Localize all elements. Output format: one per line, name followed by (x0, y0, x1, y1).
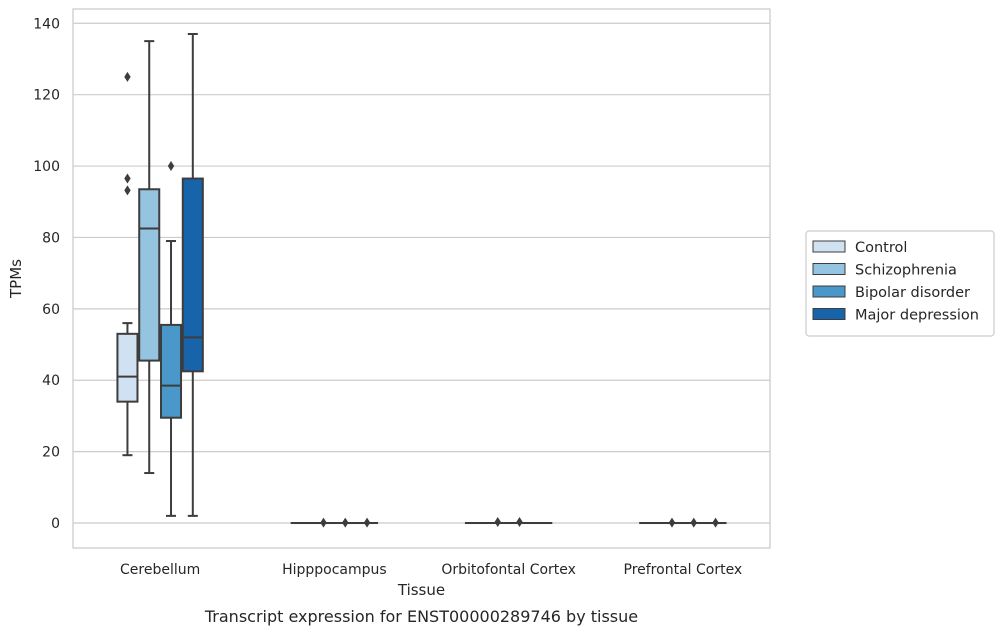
box-bipolar-disorder (159, 161, 183, 517)
box-iqr (159, 323, 183, 419)
x-tick-label: Prefrontal Cortex (624, 562, 743, 578)
x-tick-labels: Cerebellum Hipppocampus Orbitofontal Corte… (120, 562, 742, 578)
legend-swatch (812, 308, 846, 320)
box-plot-marks (116, 32, 727, 528)
box-bipolar-disorder (508, 516, 531, 527)
legend-label: Major depression (855, 308, 979, 324)
legend-label: Control (855, 240, 907, 256)
outlier-point (516, 516, 523, 527)
x-tick-label: Cerebellum (120, 562, 200, 578)
box-bipolar-disorder (334, 517, 357, 528)
outlier-point (668, 517, 676, 528)
legend-frame (805, 230, 995, 337)
y-tick-labels: 0 20 40 60 80 100 120 140 (33, 16, 60, 532)
y-tick-label: 20 (42, 445, 60, 461)
outlier-point (124, 185, 131, 196)
box-schizophrenia (312, 517, 335, 528)
outlier-point (363, 517, 371, 528)
box-schizophrenia (138, 40, 161, 475)
box-iqr (116, 332, 139, 403)
outlier-point (167, 161, 175, 172)
box-major-depression (704, 517, 727, 528)
box-control (116, 71, 139, 457)
legend-swatch (812, 285, 846, 298)
outlier-point (124, 173, 131, 184)
y-tick-label: 60 (42, 302, 60, 318)
plot-frame (72, 8, 771, 549)
y-tick-label: 140 (33, 16, 60, 32)
box-iqr (181, 177, 204, 373)
box-schizophrenia (486, 516, 509, 527)
box-iqr (138, 188, 161, 362)
legend-label: Schizophrenia (855, 263, 957, 279)
legend: Control Schizophrenia Bipolar disorder Majo… (805, 230, 995, 337)
outlier-point (712, 517, 719, 528)
gridlines (73, 22, 770, 524)
box-bipolar-disorder (682, 517, 705, 528)
outlier-point (494, 516, 501, 527)
legend-swatch (812, 263, 846, 275)
y-tick-label: 0 (51, 516, 60, 532)
outlier-point (320, 517, 327, 528)
y-tick-label: 100 (33, 159, 60, 175)
box-major-depression (181, 32, 204, 517)
y-tick-label: 40 (42, 373, 60, 389)
box-major-depression (356, 517, 379, 528)
outlier-point (690, 517, 697, 528)
x-tick-label: Orbitofontal Cortex (441, 562, 576, 578)
y-axis-label: TPMs (7, 259, 25, 299)
outlier-point (124, 71, 131, 82)
legend-label: Bipolar disorder (855, 285, 970, 301)
x-tick-label: Hipppocampus (282, 562, 387, 578)
outlier-point (342, 517, 349, 528)
legend-swatch (812, 240, 846, 253)
chart-caption: Transcript expression for ENST0000028974… (204, 607, 638, 626)
box-schizophrenia (660, 517, 684, 528)
y-tick-label: 80 (42, 230, 60, 246)
y-tick-label: 120 (33, 88, 60, 104)
x-axis-label: Tissue (397, 581, 445, 599)
